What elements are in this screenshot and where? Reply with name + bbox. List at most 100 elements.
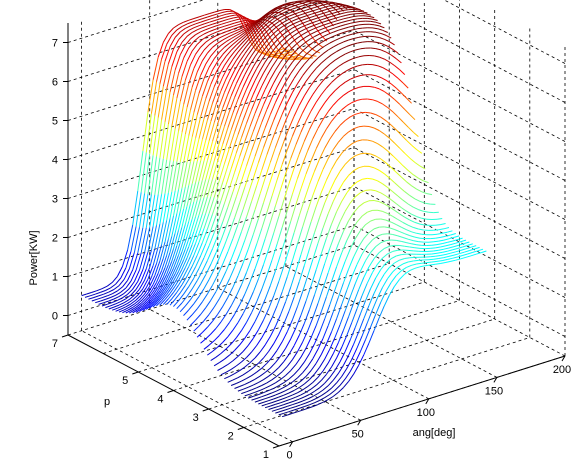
surface-segment bbox=[292, 0, 298, 3]
surface-segment bbox=[276, 77, 283, 88]
surface-segment bbox=[220, 270, 227, 283]
surface-segment bbox=[358, 9, 365, 12]
surface-segment bbox=[193, 181, 200, 203]
surface-segment bbox=[251, 21, 258, 26]
surface-segment bbox=[346, 5, 353, 8]
surface-segment bbox=[195, 283, 202, 293]
surface-segment bbox=[242, 249, 249, 264]
surface-segment bbox=[205, 38, 212, 43]
surface-segment bbox=[402, 82, 409, 89]
surface-segment bbox=[287, 1, 293, 5]
surface-segment bbox=[236, 25, 242, 29]
surface-segment bbox=[350, 32, 356, 36]
surface-segment bbox=[310, 363, 317, 371]
surface-segment bbox=[252, 117, 259, 132]
surface-segment bbox=[218, 92, 225, 107]
surface-segment bbox=[154, 83, 161, 116]
surface-segment bbox=[390, 221, 397, 226]
surface-segment bbox=[448, 246, 455, 249]
surface-segment bbox=[215, 90, 222, 105]
surface-segment bbox=[316, 28, 322, 32]
surface-segment bbox=[370, 20, 376, 23]
z-tick-label: 0 bbox=[52, 311, 58, 323]
surface-segment bbox=[184, 233, 191, 250]
surface-segment bbox=[268, 407, 274, 410]
surface-segment bbox=[460, 239, 467, 243]
surface-segment bbox=[140, 304, 147, 310]
surface-segment bbox=[212, 60, 219, 71]
surface-segment bbox=[430, 255, 436, 258]
surface-segment bbox=[196, 180, 203, 201]
surface-segment bbox=[307, 2, 314, 5]
surface-segment bbox=[399, 258, 405, 261]
surface-segment bbox=[390, 124, 397, 131]
surface-segment bbox=[256, 169, 263, 186]
surface-segment bbox=[186, 244, 193, 259]
surface-segment bbox=[208, 58, 215, 68]
surface-segment bbox=[183, 286, 190, 295]
surface-segment bbox=[137, 269, 144, 282]
surface-segment bbox=[183, 309, 189, 316]
surface-segment bbox=[314, 387, 320, 392]
surface-segment bbox=[312, 377, 319, 383]
surface-segment bbox=[348, 170, 355, 176]
surface-segment bbox=[266, 357, 273, 364]
surface-segment bbox=[292, 49, 299, 55]
surface-segment bbox=[209, 20, 215, 23]
surface-segment bbox=[433, 249, 439, 252]
surface-segment bbox=[356, 178, 363, 183]
surface-segment bbox=[234, 254, 241, 268]
surface-segment bbox=[360, 31, 366, 33]
surface-segment bbox=[186, 288, 193, 297]
surface-segment bbox=[344, 371, 351, 380]
surface-segment bbox=[324, 19, 331, 22]
surface-segment bbox=[372, 140, 378, 145]
surface-segment bbox=[193, 36, 200, 42]
surface-segment bbox=[207, 351, 213, 356]
surface-segment bbox=[286, 319, 293, 332]
surface-segment bbox=[225, 168, 232, 185]
surface-segment bbox=[203, 44, 210, 51]
surface-segment bbox=[293, 70, 300, 79]
surface-segment bbox=[287, 17, 293, 21]
surface-segment bbox=[348, 128, 354, 133]
grid-line-y bbox=[173, 300, 460, 391]
surface-segment bbox=[226, 20, 232, 24]
surface-segment bbox=[210, 104, 217, 122]
surface-segment bbox=[329, 337, 336, 350]
surface-segment bbox=[325, 366, 332, 375]
surface-segment bbox=[326, 36, 332, 41]
surface-segment bbox=[363, 15, 370, 17]
surface-segment bbox=[396, 239, 402, 242]
surface-segment bbox=[181, 275, 188, 286]
surface-segment bbox=[382, 278, 389, 288]
surface-segment bbox=[276, 113, 283, 127]
surface-segment bbox=[91, 298, 98, 302]
surface-segment bbox=[312, 243, 319, 260]
surface-segment bbox=[280, 120, 287, 134]
surface-segment bbox=[223, 354, 230, 360]
surface-segment bbox=[229, 14, 235, 17]
surface-segment bbox=[317, 338, 324, 350]
surface-segment bbox=[196, 301, 203, 310]
surface-segment bbox=[218, 65, 225, 76]
surface-segment bbox=[431, 252, 438, 255]
surface-segment bbox=[230, 152, 237, 169]
surface-segment bbox=[300, 48, 307, 54]
surface-segment bbox=[222, 297, 229, 307]
surface-segment bbox=[353, 24, 359, 27]
surface-segment bbox=[310, 148, 317, 161]
surface-segment bbox=[268, 56, 275, 65]
surface-segment bbox=[328, 4, 334, 7]
surface-segment bbox=[225, 68, 232, 79]
surface-segment bbox=[379, 25, 385, 29]
surface-segment bbox=[195, 75, 202, 91]
surface-segment bbox=[270, 394, 276, 398]
surface-segment bbox=[229, 30, 235, 34]
surface-segment bbox=[307, 28, 314, 33]
surface-segment bbox=[135, 294, 142, 301]
surface-segment bbox=[263, 249, 270, 265]
surface-segment bbox=[195, 46, 202, 55]
surface-segment bbox=[367, 177, 373, 180]
surface-segment bbox=[389, 206, 395, 211]
